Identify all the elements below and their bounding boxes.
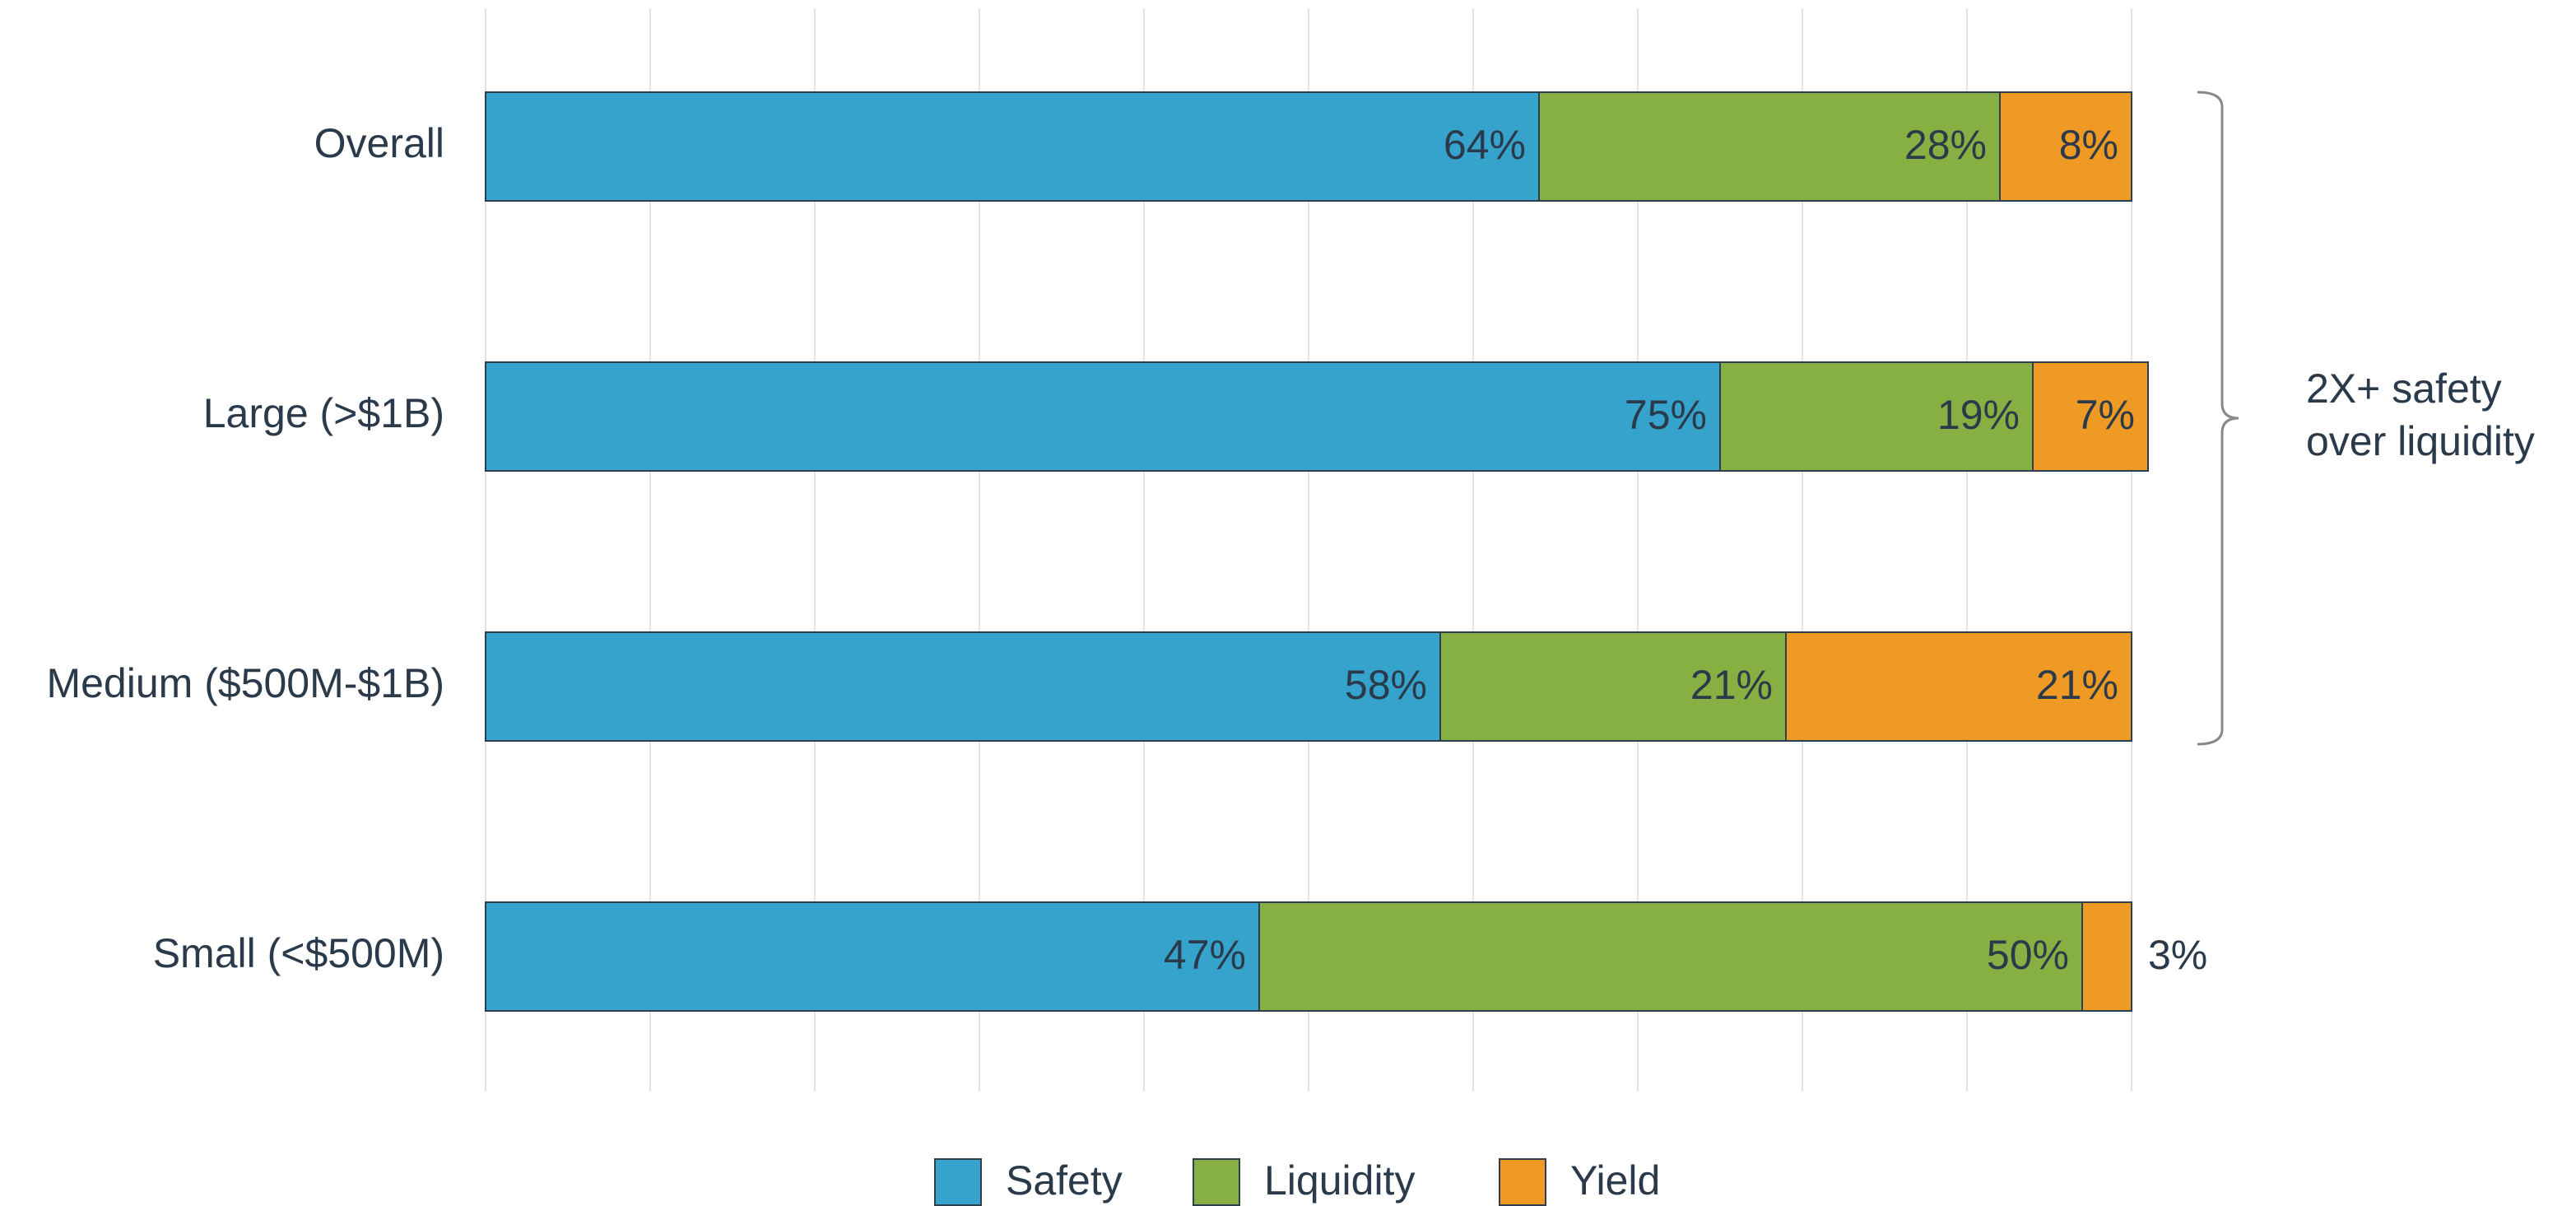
value-label: 7% [2076, 392, 2135, 438]
y-tick-label: Small (<$500M) [153, 930, 444, 976]
bar-segment [485, 91, 1540, 202]
legend-swatch [1193, 1158, 1240, 1206]
bar-segment [485, 631, 1441, 742]
value-label: 50% [1987, 932, 2069, 978]
bar-segment [1538, 91, 2001, 202]
bar-segment [1439, 631, 1787, 742]
legend-swatch [1499, 1158, 1546, 1206]
value-label: 75% [1625, 392, 1707, 438]
bar-segment [1258, 901, 2083, 1012]
bar-segment [1999, 91, 2132, 202]
value-label: 21% [1690, 662, 1773, 708]
brace [2197, 91, 2239, 746]
legend-swatch [934, 1158, 982, 1206]
y-tick-label: Medium ($500M-$1B) [46, 660, 444, 706]
annotation: over liquidity [2306, 418, 2535, 464]
value-label: 58% [1345, 662, 1427, 708]
value-label: 8% [2059, 122, 2118, 168]
bar-segment [2032, 361, 2149, 472]
value-label: 21% [2036, 662, 2118, 708]
bar-segment [1719, 361, 2034, 472]
value-label: 19% [1937, 392, 2020, 438]
bar-segment [1785, 631, 2132, 742]
legend-label: Liquidity [1264, 1157, 1415, 1204]
value-label: 28% [1904, 122, 1987, 168]
legend-label: Safety [1006, 1157, 1123, 1204]
annotation: 2X+ safety [2306, 366, 2502, 412]
bar-segment [485, 361, 1721, 472]
legend-label: Yield [1570, 1157, 1660, 1204]
value-label: 3% [2148, 932, 2207, 978]
y-tick-label: Overall [314, 120, 444, 166]
y-tick-label: Large (>$1B) [203, 390, 444, 436]
bar-segment [2081, 901, 2132, 1012]
bar-segment [485, 901, 1260, 1012]
value-label: 47% [1164, 932, 1246, 978]
value-label: 64% [1444, 122, 1526, 168]
